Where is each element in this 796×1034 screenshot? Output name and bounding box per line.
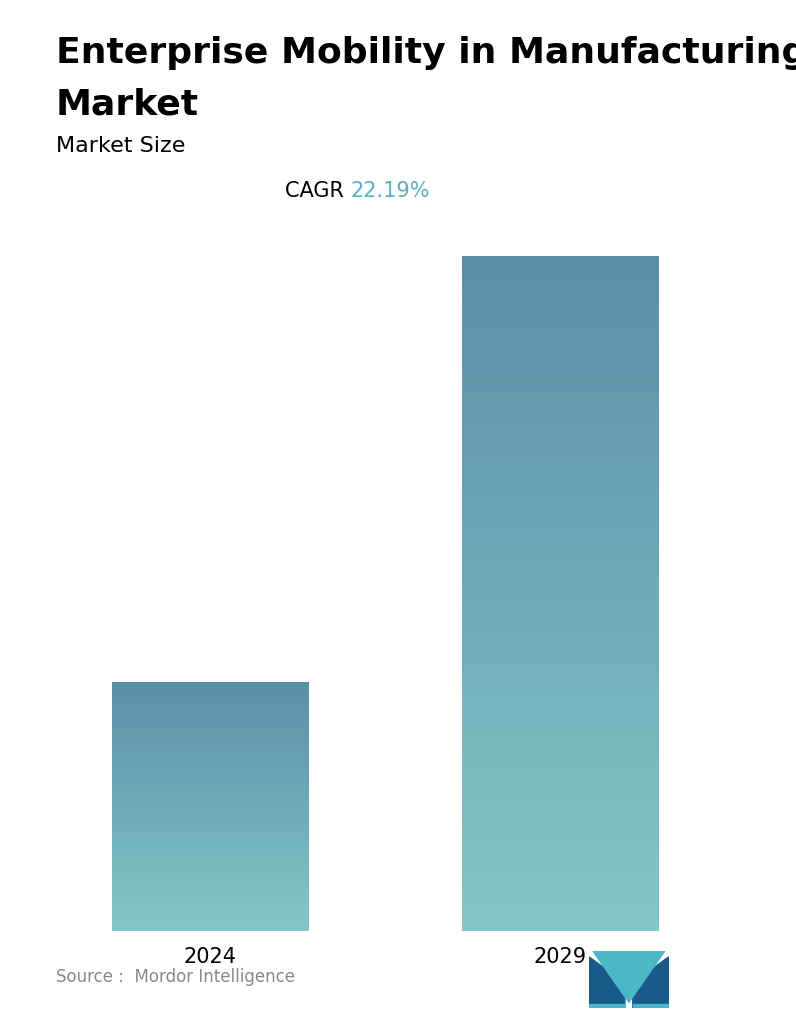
- Polygon shape: [589, 957, 625, 1008]
- Polygon shape: [633, 1004, 669, 1008]
- Polygon shape: [593, 951, 665, 1003]
- Text: CAGR: CAGR: [285, 181, 350, 201]
- Text: Enterprise Mobility in Manufacturing: Enterprise Mobility in Manufacturing: [56, 36, 796, 70]
- Polygon shape: [589, 1004, 625, 1008]
- Text: Market Size: Market Size: [56, 136, 185, 156]
- Polygon shape: [633, 957, 669, 1008]
- Text: Market: Market: [56, 88, 199, 122]
- Text: Source :  Mordor Intelligence: Source : Mordor Intelligence: [56, 968, 295, 986]
- Text: 22.19%: 22.19%: [350, 181, 430, 201]
